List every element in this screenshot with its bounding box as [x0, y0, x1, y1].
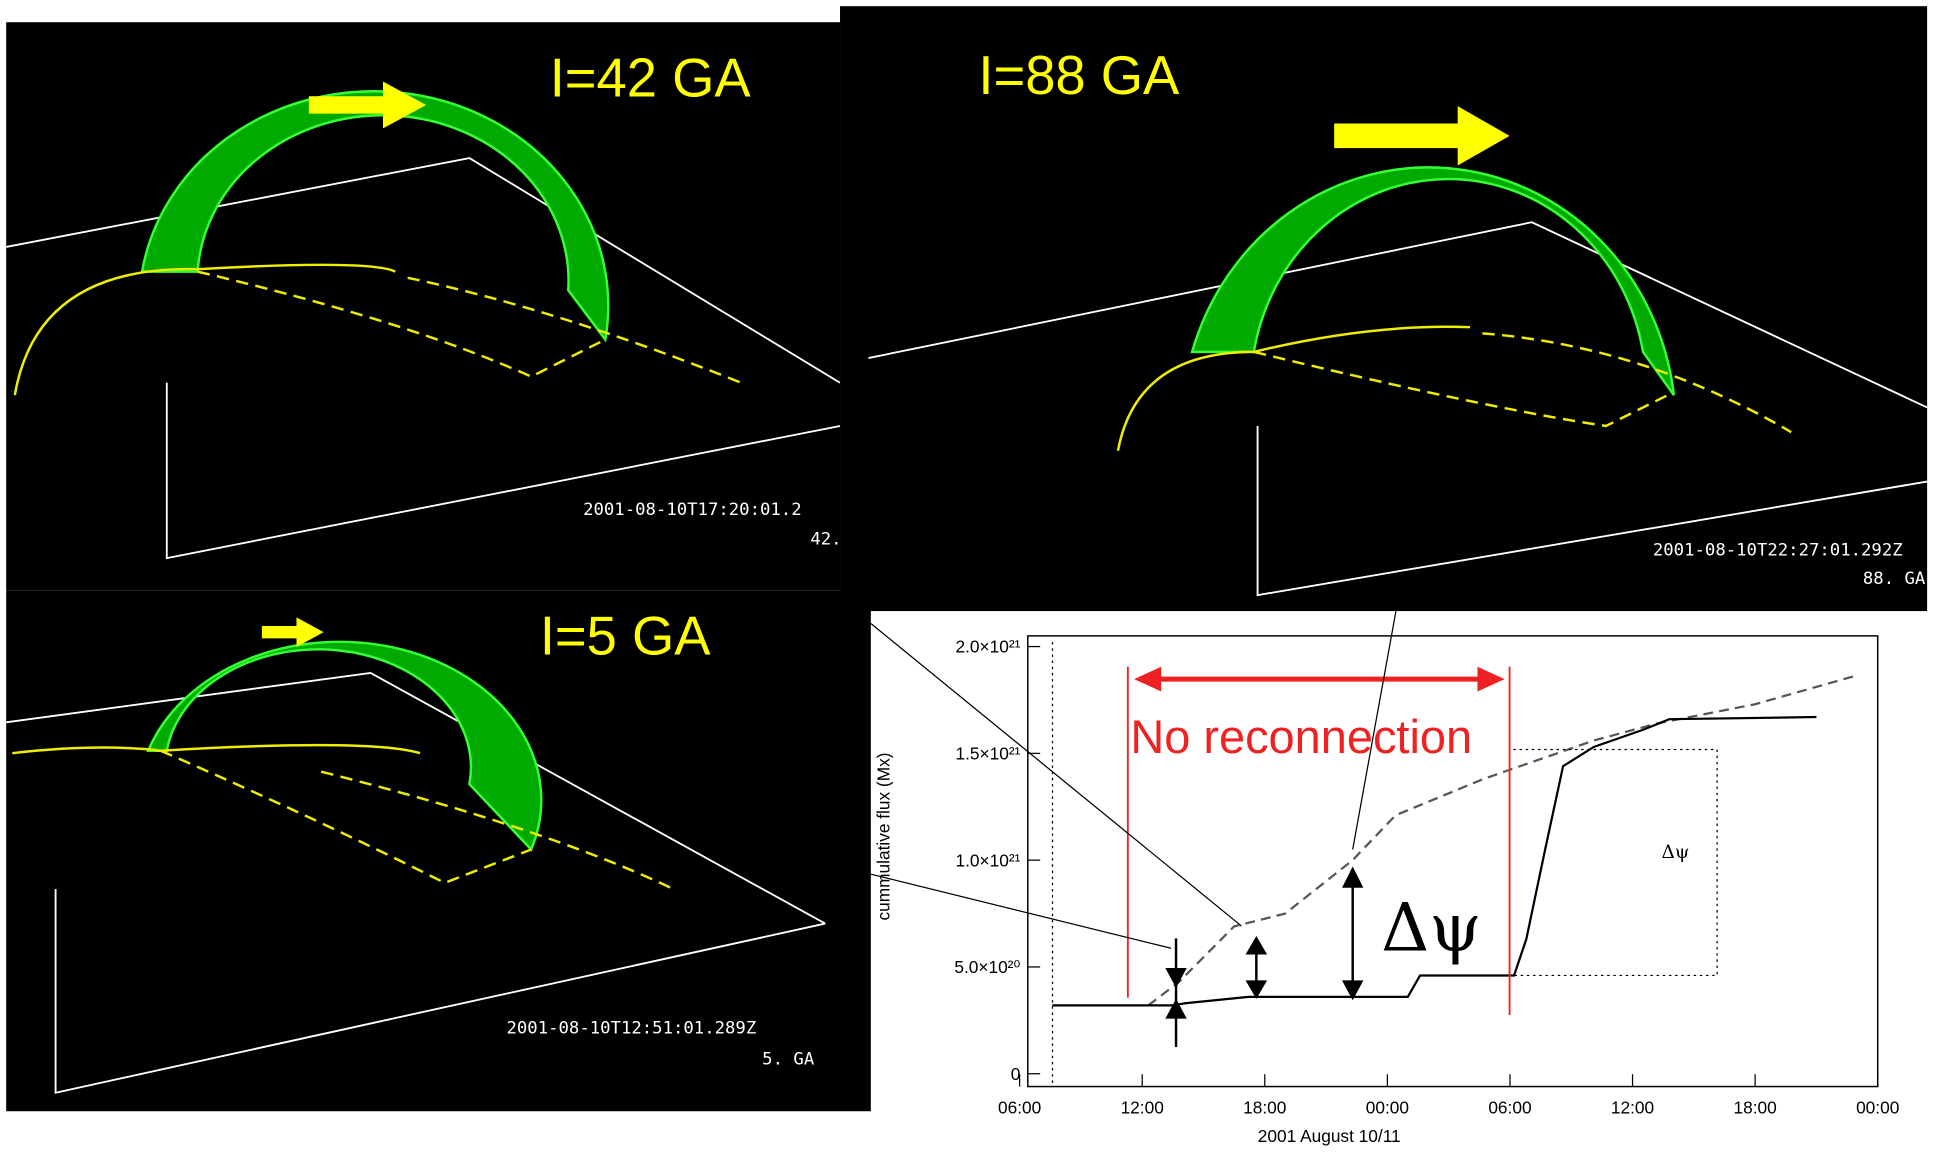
panel-88: I=88 GA 2001-08-10T22:27:01.292Z 88. GA — [840, 6, 1928, 612]
x-tick-label: 12:00 — [1121, 1098, 1164, 1118]
timestamp: 2001-08-10T12:51:01.289Z — [506, 1018, 756, 1038]
panel-label: I=5 GA — [540, 605, 711, 666]
chart-bg — [870, 611, 1928, 1152]
flux-chart: 0 5.0×10²⁰ 1.0×10²¹ 1.5×10²¹ 2.0×10²¹ 06:00 12… — [870, 611, 1928, 1152]
x-axis-label: 2001 August 10/11 — [1258, 1126, 1401, 1146]
x-tick-label: 06:00 — [1488, 1098, 1531, 1118]
panel-label: I=88 GA — [978, 45, 1180, 106]
panel-label: I=42 GA — [550, 47, 752, 108]
y-axis-label: cummulative flux (Mx) — [873, 753, 893, 921]
current: 42. — [810, 530, 841, 550]
x-tick-label: 12:00 — [1611, 1098, 1654, 1118]
timestamp: 2001-08-10T22:27:01.292Z — [1653, 541, 1903, 561]
current: 88. GA — [1863, 569, 1926, 589]
flux-rope — [146, 640, 543, 852]
panel-bg — [840, 6, 1928, 612]
x-tick-label: 18:00 — [1733, 1098, 1776, 1118]
flux-rope — [1190, 166, 1676, 396]
annotation: Δψ — [1381, 889, 1481, 967]
x-tick-label: 06:00 — [998, 1098, 1041, 1118]
x-tick-label: 18:00 — [1243, 1098, 1286, 1118]
annotation: Δψ — [1662, 842, 1690, 863]
timestamp: 2001-08-10T17:20:01.2 — [583, 500, 802, 520]
panel-5: I=5 GA 2001-08-10T12:51:01.289Z 5. GA — [6, 590, 871, 1112]
current: 5. GA — [762, 1049, 815, 1069]
flux-rope — [140, 89, 610, 343]
y-tick-label: 1.0×10²¹ — [956, 850, 1021, 870]
x-tick-label: 00:00 — [1366, 1098, 1409, 1118]
plot-frame — [1027, 635, 1879, 1088]
x-tick-label: 00:00 — [1856, 1098, 1899, 1118]
y-tick-label: 2.0×10²¹ — [956, 637, 1021, 657]
annotations: No reconnection Δψ Δψ — [870, 611, 1718, 1048]
series-line — [1052, 715, 1817, 1007]
y-tick-label: 1.5×10²¹ — [956, 744, 1021, 764]
annotation: No reconnection — [1130, 711, 1472, 763]
y-tick-label: 5.0×10²⁰ — [954, 957, 1020, 977]
series-line — [1147, 675, 1854, 1007]
panel-42: I=42 GA 2001-08-10T17:20:01.2 42. — [6, 22, 842, 591]
y-tick-label: 0 — [1011, 1064, 1021, 1084]
